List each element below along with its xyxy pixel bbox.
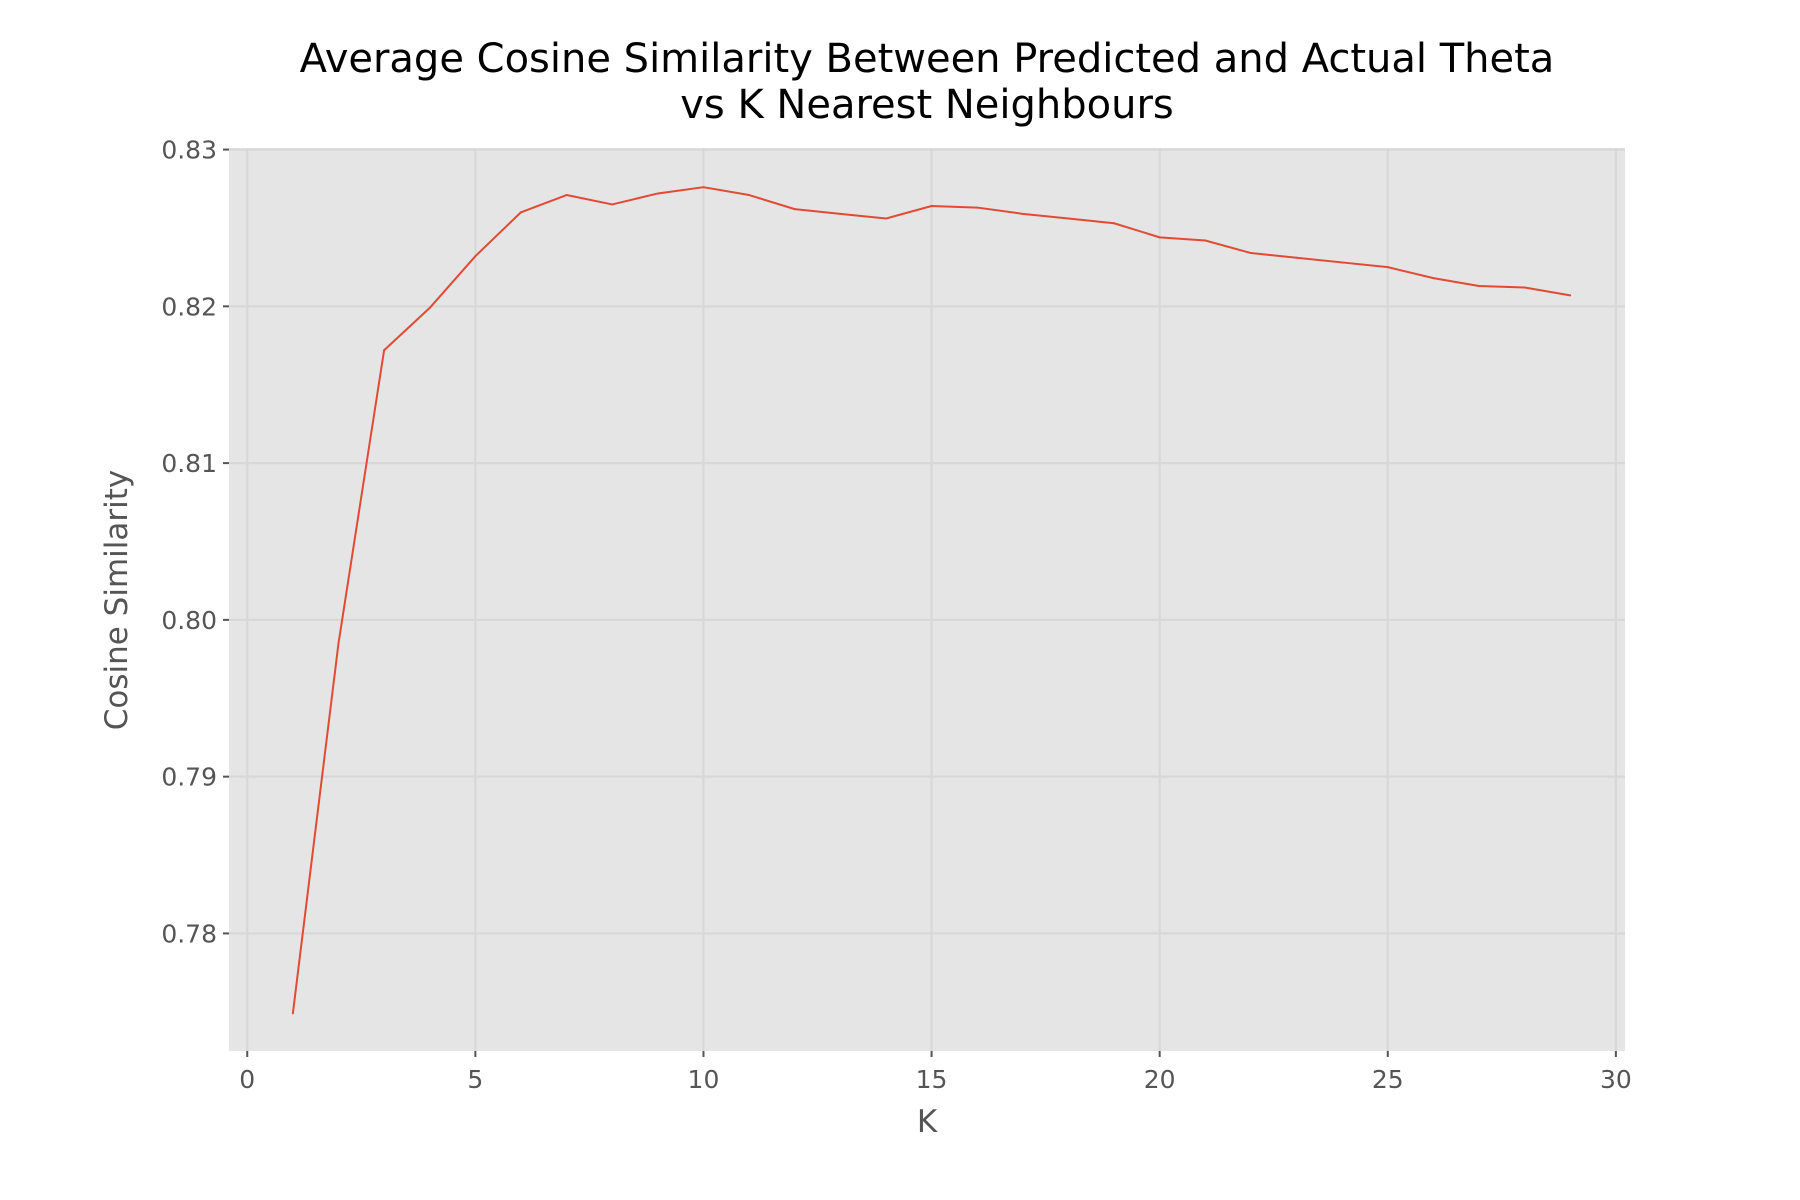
- data-point: [474, 255, 477, 258]
- data-point: [748, 194, 751, 197]
- x-tick-label: 15: [916, 1065, 948, 1094]
- data-point: [1478, 284, 1481, 287]
- data-point: [1158, 236, 1161, 239]
- chart-title-line-2: vs K Nearest Neighbours: [680, 82, 1174, 128]
- data-point: [428, 306, 431, 309]
- data-point: [1386, 266, 1389, 269]
- data-point: [291, 1012, 294, 1015]
- data-point: [383, 349, 386, 352]
- data-point: [1341, 261, 1344, 264]
- data-point: [519, 211, 522, 214]
- data-point: [1523, 286, 1526, 289]
- data-point: [702, 186, 705, 189]
- data-point: [611, 203, 614, 206]
- data-point: [793, 208, 796, 211]
- data-point: [565, 194, 568, 197]
- y-tick-label: 0.81: [161, 449, 217, 478]
- series-layer: [291, 186, 1572, 1015]
- data-point: [1249, 252, 1252, 255]
- data-point: [976, 206, 979, 209]
- axis-ticks: 0 5 10 15 20 25 30 0.78 0.79 0.80 0.81 0.82 0.83: [161, 136, 1631, 1094]
- data-point: [337, 642, 340, 645]
- x-axis-label: K: [917, 1104, 938, 1140]
- data-point: [884, 217, 887, 220]
- plot-panel: [229, 148, 1625, 1051]
- data-point: [1021, 212, 1024, 215]
- y-tick-label: 0.82: [161, 292, 217, 321]
- x-tick-label: 20: [1144, 1065, 1176, 1094]
- y-tick-label: 0.80: [161, 606, 217, 635]
- data-point: [1204, 239, 1207, 242]
- x-tick-label: 0: [239, 1065, 255, 1094]
- data-point: [839, 212, 842, 215]
- x-tick-label: 25: [1372, 1065, 1404, 1094]
- data-point: [930, 205, 933, 208]
- x-tick-label: 30: [1600, 1065, 1632, 1094]
- data-point: [1067, 217, 1070, 220]
- y-tick-label: 0.83: [161, 136, 217, 165]
- x-tick-label: 10: [688, 1065, 720, 1094]
- data-point: [1295, 256, 1298, 259]
- data-point: [1113, 222, 1116, 225]
- grid-lines: [229, 148, 1625, 1051]
- y-axis-label: Cosine Similarity: [99, 470, 135, 731]
- y-tick-label: 0.79: [161, 763, 217, 792]
- data-point: [656, 192, 659, 195]
- data-point: [1432, 277, 1435, 280]
- x-tick-label: 5: [467, 1065, 483, 1094]
- y-tick-label: 0.78: [161, 919, 217, 948]
- data-point: [1569, 294, 1572, 297]
- chart-title-line-1: Average Cosine Similarity Between Predic…: [300, 36, 1555, 82]
